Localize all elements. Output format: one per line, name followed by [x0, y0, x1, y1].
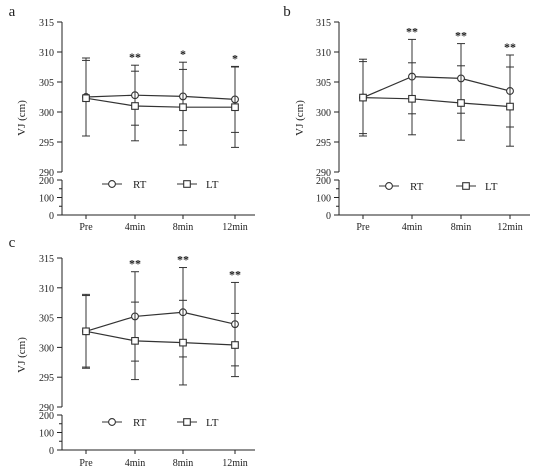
series-line	[85, 97, 235, 108]
y-tick-label: 200	[39, 176, 54, 187]
data-point	[408, 94, 416, 103]
x-tick-label: 12min	[497, 222, 523, 233]
y-tick-label: 300	[316, 108, 331, 119]
legend: RT LT	[102, 417, 219, 429]
data-point	[231, 341, 239, 349]
x-tick-label: 12min	[222, 222, 248, 233]
y-tick-label: 100	[39, 429, 54, 440]
x-tick-label: 12min	[222, 458, 248, 469]
legend-marker-square	[462, 182, 470, 190]
series-LT	[82, 59, 239, 148]
y-tick-label: 0	[326, 211, 331, 222]
y-tick-label: 290	[316, 168, 331, 179]
y-tick-label: 300	[39, 343, 54, 354]
series-line	[362, 97, 511, 108]
y-tick-label: 200	[39, 411, 54, 422]
x-tick-label: 4min	[402, 222, 423, 233]
significance-mark: *	[180, 47, 186, 61]
chart-panel-c: c 290 295 300 305 310 315 0 100 200 VJ (cm) Pre 4min…	[9, 235, 255, 469]
series-RT	[359, 38, 514, 137]
significance-mark: **	[455, 29, 467, 43]
data-point	[179, 338, 187, 347]
y-tick-label: 315	[39, 254, 54, 265]
y-tick-label: 315	[39, 18, 54, 29]
data-point	[506, 102, 514, 111]
y-tick-label: 310	[316, 48, 331, 59]
y-tick-label: 315	[316, 18, 331, 29]
y-tick-label: 310	[39, 284, 54, 295]
x-tick-label: 8min	[173, 222, 194, 233]
x-tick-label: 4min	[125, 222, 146, 233]
data-point	[231, 103, 239, 112]
legend-label: LT	[485, 181, 498, 193]
significance-mark: **	[406, 24, 418, 38]
legend-label: RT	[133, 179, 147, 191]
chart-panel-a: a 290 295 300 305 310 315 0 100 200 VJ (cm) Pre 4min…	[9, 4, 255, 233]
y-tick-label: 295	[39, 138, 54, 149]
x-tick-label: Pre	[356, 222, 370, 233]
y-tick-label: 100	[39, 194, 54, 205]
data-point	[131, 102, 139, 110]
y-tick-label: 305	[39, 78, 54, 89]
x-tick-label: 4min	[125, 458, 146, 469]
y-tick-label: 310	[39, 48, 54, 59]
y-axis-label: VJ (cm)	[294, 100, 306, 136]
panel-label: a	[9, 4, 16, 20]
legend-label: LT	[206, 417, 219, 429]
x-tick-label: 8min	[451, 222, 472, 233]
series-line	[85, 94, 236, 100]
legend-label: LT	[206, 179, 219, 191]
legend-label: RT	[410, 181, 424, 193]
x-tick-label: 8min	[173, 458, 194, 469]
series-RT	[82, 57, 239, 137]
y-tick-label: 300	[39, 108, 54, 119]
data-point	[457, 99, 465, 107]
series-line	[85, 311, 236, 332]
chart-panel-b: b 290 295 300 305 310 315 0 100 200 VJ (cm) Pre 4min…	[283, 4, 530, 233]
y-tick-label: 305	[39, 314, 54, 325]
significance-mark: **	[229, 267, 241, 281]
significance-mark: **	[177, 253, 189, 267]
legend-marker-square	[183, 418, 191, 426]
legend-marker-square	[183, 180, 191, 188]
y-tick-label: 200	[316, 176, 331, 187]
series-RT	[82, 267, 239, 369]
panel-label: c	[9, 235, 16, 251]
legend-marker-circle	[108, 180, 116, 188]
y-tick-label: 295	[39, 373, 54, 384]
x-tick-label: Pre	[79, 458, 93, 469]
series-LT	[82, 295, 239, 386]
y-tick-label: 305	[316, 78, 331, 89]
series-LT	[359, 61, 514, 147]
legend-marker-circle	[108, 418, 116, 426]
y-tick-label: 295	[316, 138, 331, 149]
x-tick-label: Pre	[79, 222, 93, 233]
y-tick-label: 0	[49, 446, 54, 457]
series-line	[85, 330, 236, 346]
legend-marker-circle	[385, 182, 393, 190]
legend: RT LT	[102, 179, 219, 191]
legend-label: RT	[133, 417, 147, 429]
legend: RT LT	[379, 181, 498, 193]
y-axis-label: VJ (cm)	[16, 100, 28, 136]
significance-mark: *	[232, 51, 238, 65]
significance-mark: **	[129, 50, 141, 64]
y-tick-label: 290	[39, 168, 54, 179]
series-line	[362, 75, 511, 99]
data-point	[82, 327, 90, 336]
panel-label: b	[283, 4, 291, 20]
significance-mark: **	[504, 40, 516, 54]
data-point	[82, 94, 90, 103]
significance-mark: **	[129, 257, 141, 271]
data-point	[179, 103, 187, 112]
y-tick-label: 100	[316, 194, 331, 205]
data-point	[359, 93, 367, 102]
y-tick-label: 0	[49, 211, 54, 222]
data-point	[131, 336, 139, 345]
y-tick-label: 290	[39, 403, 54, 414]
y-axis-label: VJ (cm)	[16, 337, 28, 373]
